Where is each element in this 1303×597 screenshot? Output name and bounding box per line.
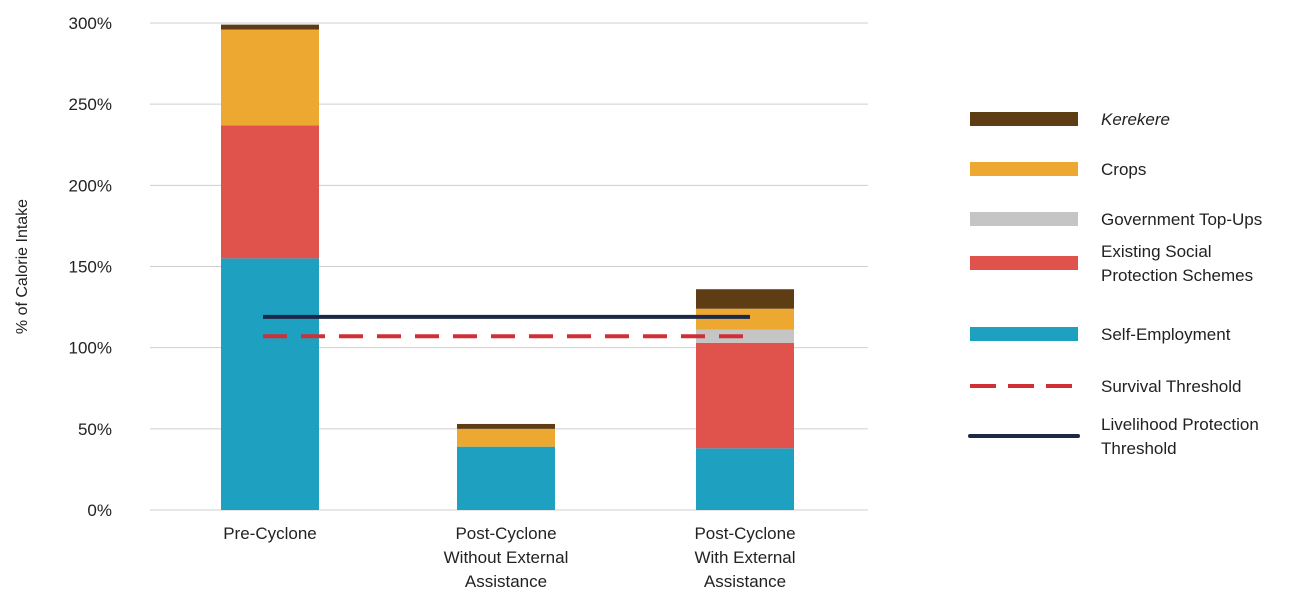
bar-segment-existing-social-protection-schemes	[696, 342, 794, 449]
legend-label: Survival Threshold	[1101, 377, 1241, 396]
bar-segment-kerekere	[457, 423, 555, 429]
legend-label: Kerekere	[1101, 110, 1170, 129]
legend-label: Livelihood Protection	[1101, 415, 1259, 434]
x-category-label: Post-Cyclone	[455, 524, 556, 543]
bar-segment-self-employment	[696, 448, 794, 510]
legend-item-livelihood-protection-threshold: Livelihood Protection Threshold	[968, 415, 1259, 458]
legend-item-existing-social-protection-schemes: Existing Social Protection Schemes	[970, 242, 1253, 285]
legend: Kerekere Crops Government Top-Ups Existing …	[968, 110, 1262, 458]
legend-label: Crops	[1101, 160, 1146, 179]
bar-segment-crops	[696, 308, 794, 330]
y-tick-label: 200%	[69, 176, 112, 195]
legend-item-government-top-ups: Government Top-Ups	[970, 210, 1262, 229]
legend-item-self-employment: Self-Employment	[970, 325, 1231, 344]
legend-label: Government Top-Ups	[1101, 210, 1262, 229]
legend-swatch	[970, 162, 1078, 176]
x-category-label: Assistance	[704, 572, 786, 591]
y-tick-label: 0%	[87, 501, 112, 520]
legend-label: Existing Social	[1101, 242, 1212, 261]
bar-segment-self-employment	[221, 258, 319, 510]
legend-swatch	[970, 256, 1078, 270]
axes: % of Calorie Intake 0% 50% 100% 150% 200% 250…	[14, 14, 796, 591]
legend-item-survival-threshold: Survival Threshold	[970, 377, 1241, 396]
threshold-lines	[263, 314, 750, 339]
y-tick-label: 250%	[69, 95, 112, 114]
bar-segment-kerekere	[221, 24, 319, 30]
bar-segment-self-employment	[457, 446, 555, 510]
bar-segment-government-top-ups	[696, 329, 794, 343]
x-category-label: Assistance	[465, 572, 547, 591]
bar-segment-crops	[221, 29, 319, 126]
legend-label: Self-Employment	[1101, 325, 1231, 344]
legend-swatch	[970, 112, 1078, 126]
x-category-label: Without External	[444, 548, 569, 567]
bar-segment-crops	[457, 428, 555, 447]
x-category-label: Pre-Cyclone	[223, 524, 317, 543]
y-axis-title: % of Calorie Intake	[14, 199, 31, 334]
legend-swatch	[970, 212, 1078, 226]
legend-swatch	[970, 327, 1078, 341]
bar-segment-kerekere	[696, 289, 794, 309]
legend-label: Threshold	[1101, 439, 1177, 458]
legend-label: Protection Schemes	[1101, 266, 1253, 285]
bars	[221, 24, 794, 510]
legend-item-kerekere: Kerekere	[970, 110, 1170, 129]
x-category-label: With External	[694, 548, 795, 567]
y-tick-label: 50%	[78, 420, 112, 439]
legend-item-crops: Crops	[970, 160, 1146, 179]
y-tick-label: 100%	[69, 339, 112, 358]
y-tick-label: 150%	[69, 258, 112, 277]
y-tick-label: 300%	[69, 14, 112, 33]
bar-segment-existing-social-protection-schemes	[221, 125, 319, 259]
x-category-label: Post-Cyclone	[694, 524, 795, 543]
